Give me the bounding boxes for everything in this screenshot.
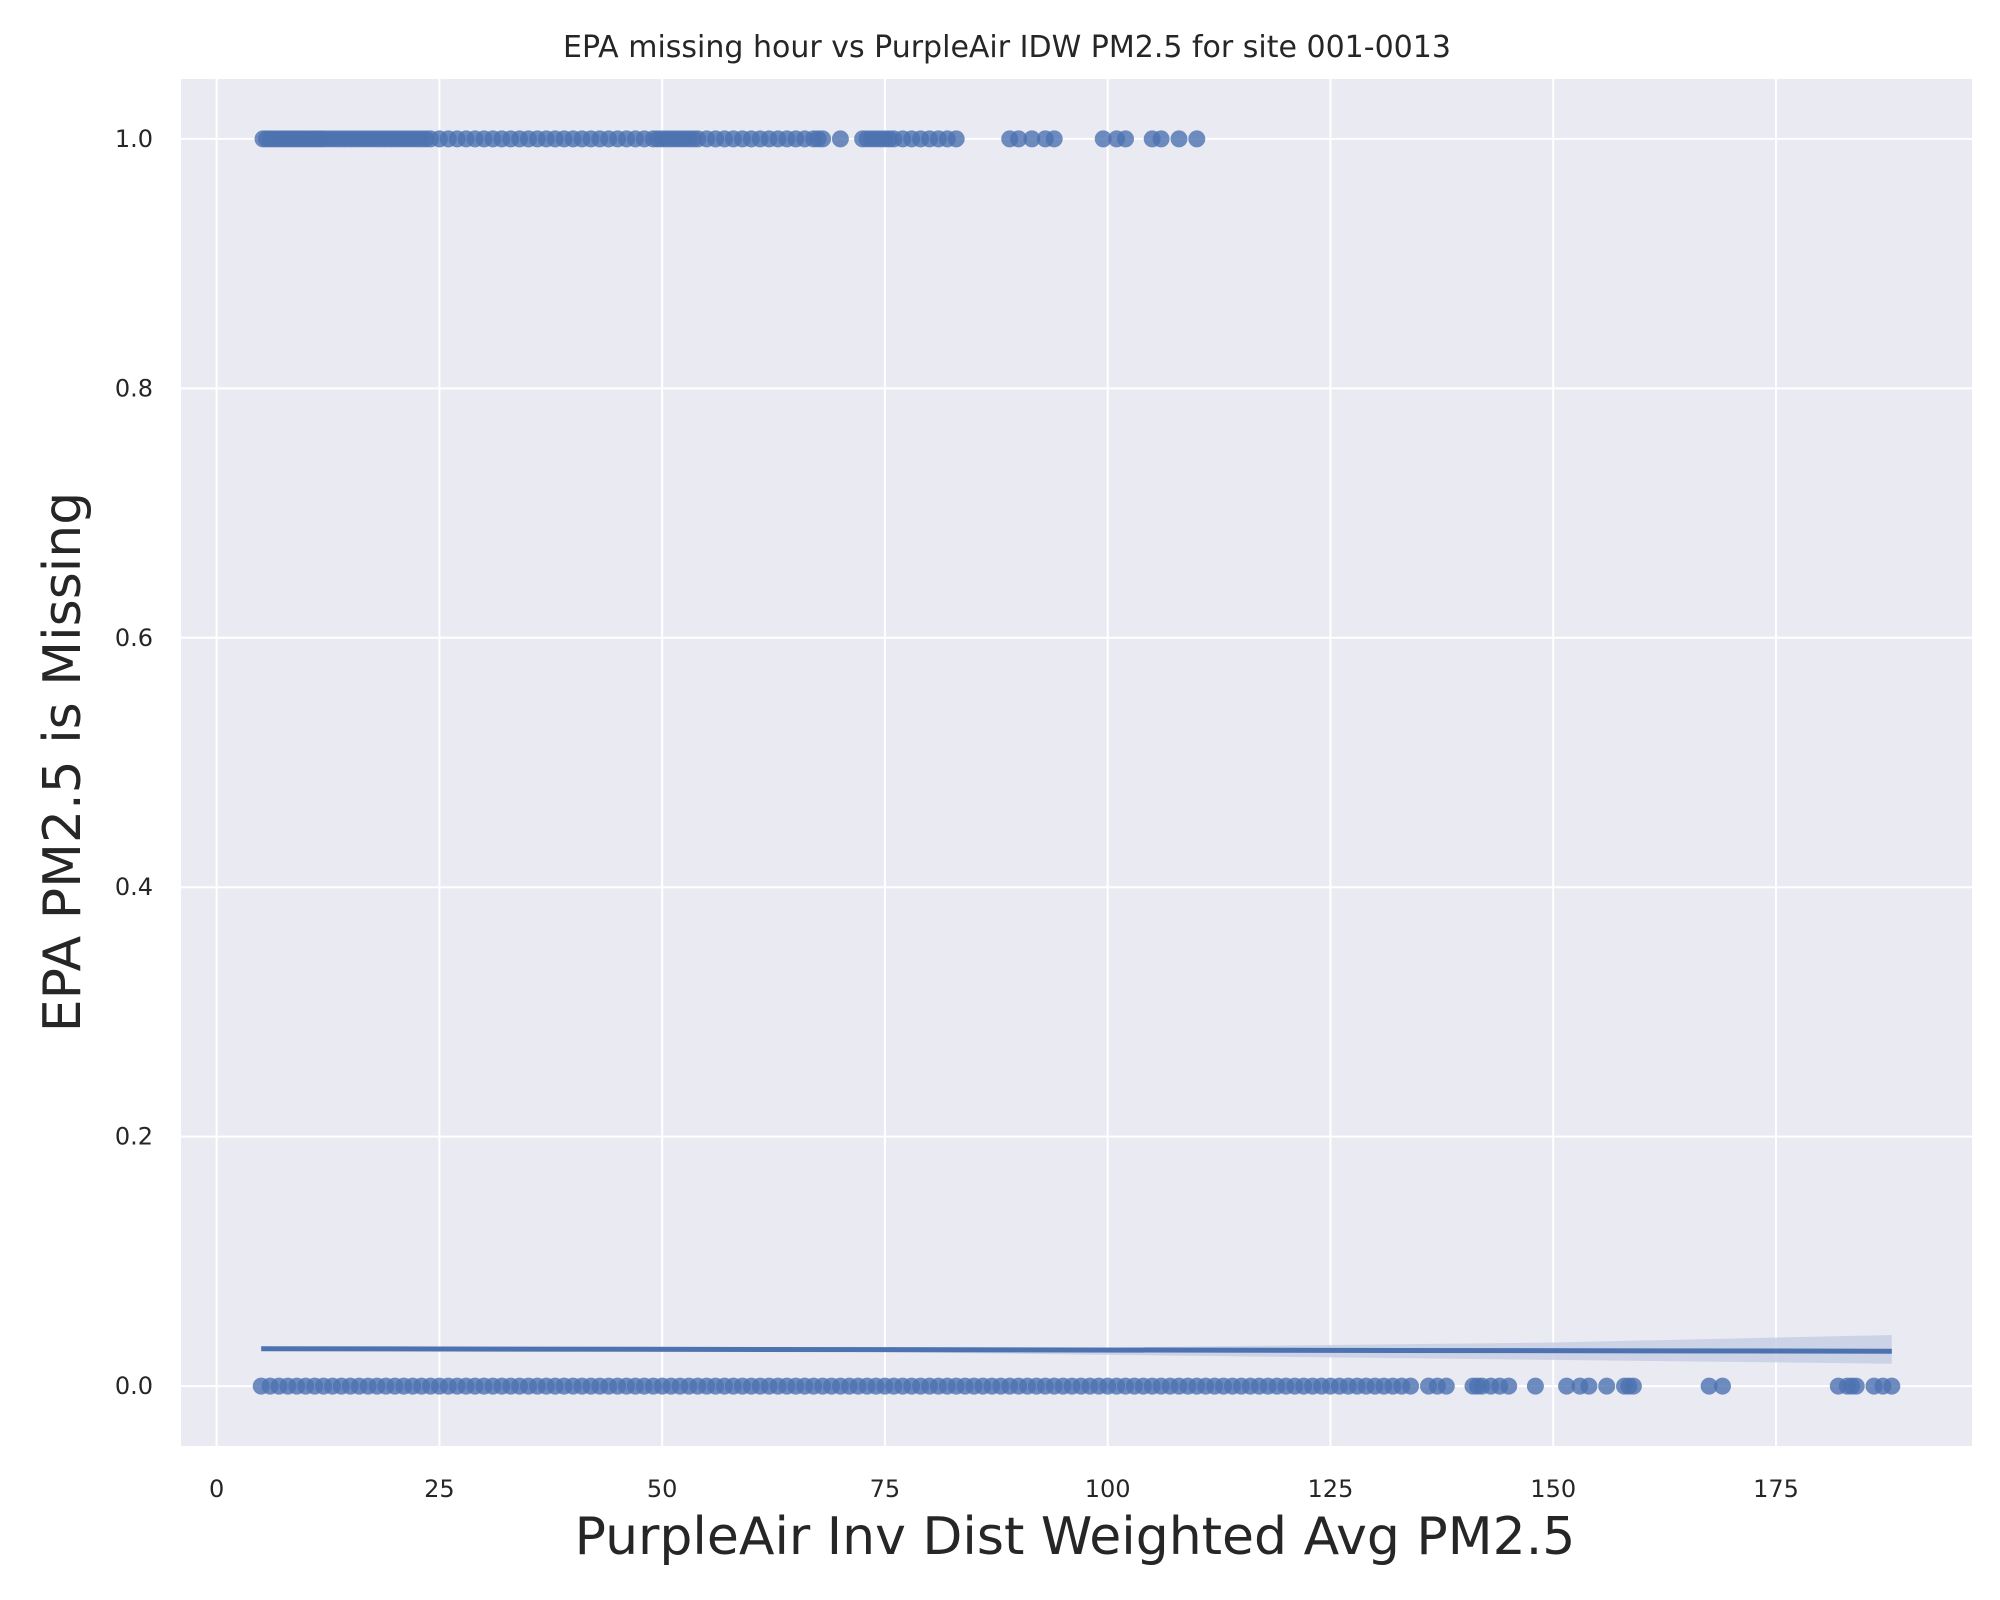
data-point: [1170, 130, 1188, 148]
data-point: [1526, 1377, 1544, 1395]
data-point: [1580, 1377, 1598, 1395]
x-tick-label: 100: [1085, 1475, 1131, 1503]
data-point: [831, 130, 849, 148]
scatter-points: [252, 130, 1901, 1395]
plot-area: [181, 79, 1972, 1446]
x-tick-label: 25: [424, 1475, 455, 1503]
data-point: [1010, 130, 1028, 148]
data-point: [1500, 1377, 1518, 1395]
x-axis-label: PurpleAir Inv Dist Weighted Avg PM2.5: [575, 1507, 1576, 1567]
data-point: [1045, 130, 1063, 148]
x-axis-ticks: 0 25 50 75 100 125 150 175: [209, 1475, 1799, 1503]
y-tick-label: 1.0: [115, 125, 153, 153]
y-tick-label: 0.2: [115, 1123, 153, 1151]
data-point: [1437, 1377, 1455, 1395]
data-point: [1402, 1377, 1420, 1395]
data-point: [1714, 1377, 1731, 1395]
grid-lines: [181, 79, 1972, 1446]
y-tick-label: 0.6: [115, 624, 153, 652]
data-point: [1624, 1377, 1642, 1395]
y-axis-ticks: 0.0 0.2 0.4 0.6 0.8 1.0: [115, 125, 153, 1400]
data-point: [1700, 1377, 1718, 1395]
data-point: [1558, 1377, 1576, 1395]
data-point: [1117, 130, 1134, 148]
x-tick-label: 50: [647, 1475, 678, 1503]
data-point: [1188, 130, 1206, 148]
y-tick-label: 0.4: [115, 873, 153, 901]
y-axis-label: EPA PM2.5 is Missing: [33, 492, 93, 1032]
data-point: [1152, 130, 1170, 148]
data-point: [1598, 1377, 1616, 1395]
fit-line: [261, 1346, 1892, 1354]
y-tick-label: 0.8: [115, 374, 153, 402]
x-tick-label: 175: [1753, 1475, 1799, 1503]
x-tick-label: 150: [1530, 1475, 1576, 1503]
x-tick-label: 0: [209, 1475, 224, 1503]
data-point: [1847, 1377, 1865, 1395]
data-point: [1883, 1377, 1901, 1395]
x-tick-label: 75: [870, 1475, 901, 1503]
data-point: [1023, 130, 1041, 148]
y-tick-label: 0.0: [115, 1372, 153, 1400]
data-point: [1094, 130, 1112, 148]
data-point: [947, 130, 965, 148]
x-tick-label: 125: [1308, 1475, 1354, 1503]
data-point: [814, 130, 832, 148]
regression-line: [261, 1346, 1892, 1354]
chart-title: EPA missing hour vs PurpleAir IDW PM2.5 …: [563, 30, 1451, 65]
